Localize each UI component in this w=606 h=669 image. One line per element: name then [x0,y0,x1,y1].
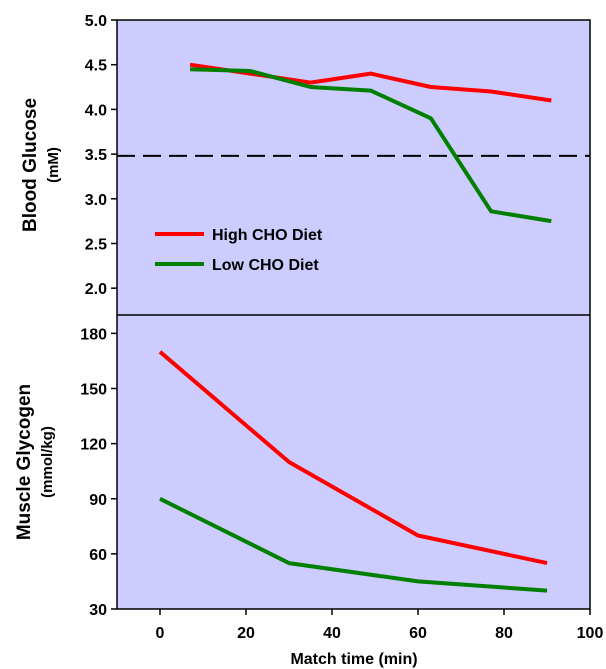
x-tick-label: 40 [323,625,341,642]
top-y-tick-label: 5.0 [85,13,107,30]
legend: High CHO Diet Low CHO Diet [155,227,323,274]
bottom-plot-area [117,315,590,609]
legend-label-low: Low CHO Diet [212,257,319,274]
x-tick-label: 100 [577,625,604,642]
top-y-axis-unit: (mM) [45,147,62,183]
x-tick-label: 0 [156,625,165,642]
bottom-y-tick-label: 90 [89,492,107,509]
top-y-tick-label: 3.0 [85,192,107,209]
top-y-tick-label: 2.0 [85,281,107,298]
bottom-series-low-line [159,497,548,593]
bottom-series-high-line [158,350,548,566]
top-y-tick-label: 3.5 [85,147,107,164]
x-tick-label: 60 [409,625,427,642]
bottom-y-tick-label: 30 [89,602,107,619]
x-axis-title: Match time (min) [290,651,417,668]
bottom-y-tick-label: 120 [80,437,107,454]
bottom-y-axis-unit: (mmol/kg) [39,426,56,498]
bottom-y-tick-label: 150 [80,382,107,399]
top-y-tick-label: 4.5 [85,58,107,75]
bottom-y-tick-label: 60 [89,547,107,564]
x-tick-label: 20 [237,625,255,642]
top-plot-area [117,20,590,315]
bottom-y-tick-label: 180 [80,326,107,343]
x-tick-label: 80 [495,625,513,642]
top-y-tick-label: 2.5 [85,236,107,253]
legend-label-high: High CHO Diet [212,227,323,244]
top-y-tick-label: 4.0 [85,102,107,119]
bottom-y-axis-title: Muscle Glycogen [14,384,35,540]
top-y-axis-title: Blood Glucose [20,98,41,232]
